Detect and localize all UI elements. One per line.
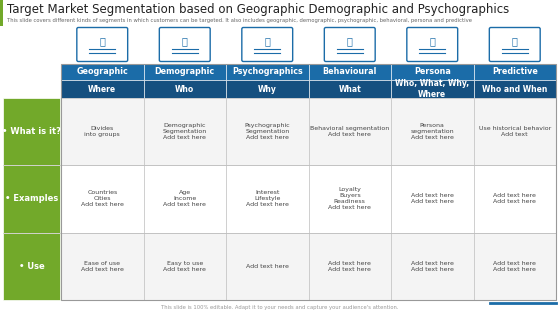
Text: Add text here
Add text here: Add text here Add text here — [411, 261, 454, 272]
Bar — [474, 64, 556, 80]
Bar — [226, 80, 309, 98]
Text: • What is it?: • What is it? — [2, 127, 61, 136]
Text: • Use: • Use — [18, 262, 44, 271]
Text: 👥: 👥 — [512, 36, 517, 46]
Text: 👥: 👥 — [182, 36, 188, 46]
Text: Who and When: Who and When — [482, 84, 548, 94]
Text: Persona: Persona — [414, 67, 451, 77]
Text: Add text here
Add text here: Add text here Add text here — [493, 193, 536, 204]
Bar — [226, 98, 309, 165]
Text: Behavioral segmentation
Add text here: Behavioral segmentation Add text here — [310, 126, 389, 137]
Text: Psychographic
Segmentation
Add text here: Psychographic Segmentation Add text here — [244, 123, 290, 140]
Bar — [61, 165, 143, 233]
Text: Ease of use
Add text here: Ease of use Add text here — [81, 261, 124, 272]
Text: Add text here
Add text here: Add text here Add text here — [411, 193, 454, 204]
Bar — [474, 165, 556, 233]
Bar — [391, 64, 474, 80]
Bar — [391, 233, 474, 300]
Text: Age
Income
Add text here: Age Income Add text here — [164, 191, 206, 208]
Text: 👥: 👥 — [430, 36, 435, 46]
Bar — [309, 64, 391, 80]
Text: Why: Why — [258, 84, 277, 94]
Text: Demographic
Segmentation
Add text here: Demographic Segmentation Add text here — [162, 123, 207, 140]
Text: This slide is 100% editable. Adapt it to your needs and capture your audience's : This slide is 100% editable. Adapt it to… — [161, 306, 399, 311]
FancyBboxPatch shape — [407, 27, 458, 61]
Text: Divides
into groups: Divides into groups — [85, 126, 120, 137]
Text: Geographic: Geographic — [76, 67, 128, 77]
Text: Persona
segmentation
Add text here: Persona segmentation Add text here — [410, 123, 454, 140]
Text: Use historical behavior
Add text: Use historical behavior Add text — [479, 126, 551, 137]
Bar — [3, 98, 60, 165]
Text: Who: Who — [175, 84, 194, 94]
Text: Easy to use
Add text here: Easy to use Add text here — [164, 261, 206, 272]
Text: Behavioural: Behavioural — [323, 67, 377, 77]
Text: Psychographics: Psychographics — [232, 67, 302, 77]
Bar — [309, 165, 391, 233]
Bar — [391, 98, 474, 165]
Bar — [61, 233, 143, 300]
Bar — [0, 0, 3, 26]
Bar — [143, 64, 226, 80]
Bar — [61, 98, 143, 165]
Text: 👥: 👥 — [264, 36, 270, 46]
Text: Add text here
Add text here: Add text here Add text here — [328, 261, 371, 272]
Text: Add text here
Add text here: Add text here Add text here — [493, 261, 536, 272]
FancyBboxPatch shape — [77, 27, 128, 61]
Bar — [474, 80, 556, 98]
Text: Add text here: Add text here — [246, 264, 289, 269]
Bar — [3, 165, 60, 233]
Text: Predictive: Predictive — [492, 67, 538, 77]
Text: Target Market Segmentation based on Geographic Demographic and Psychographics: Target Market Segmentation based on Geog… — [7, 3, 509, 16]
Bar — [143, 165, 226, 233]
Bar — [143, 98, 226, 165]
Bar — [474, 233, 556, 300]
Bar — [391, 165, 474, 233]
Bar — [226, 233, 309, 300]
Bar — [61, 64, 143, 80]
Text: Who, What, Why,
Where: Who, What, Why, Where — [395, 79, 469, 99]
Text: This slide covers different kinds of segments in which customers can be targeted: This slide covers different kinds of seg… — [7, 18, 472, 23]
Text: Where: Where — [88, 84, 116, 94]
Bar — [226, 165, 309, 233]
Bar — [143, 80, 226, 98]
Bar — [61, 80, 143, 98]
Bar — [61, 64, 556, 300]
Bar — [391, 80, 474, 98]
Text: Demographic: Demographic — [155, 67, 215, 77]
FancyBboxPatch shape — [324, 27, 375, 61]
Bar — [309, 233, 391, 300]
Bar — [143, 233, 226, 300]
Bar — [309, 80, 391, 98]
FancyBboxPatch shape — [489, 27, 540, 61]
FancyBboxPatch shape — [242, 27, 293, 61]
Bar — [309, 98, 391, 165]
Bar — [474, 98, 556, 165]
Text: What: What — [338, 84, 361, 94]
FancyBboxPatch shape — [160, 27, 210, 61]
Text: Interest
Lifestyle
Add text here: Interest Lifestyle Add text here — [246, 191, 289, 208]
Text: Countries
Cities
Add text here: Countries Cities Add text here — [81, 191, 124, 208]
Bar — [226, 64, 309, 80]
Text: Loyalty
Buyers
Readiness
Add text here: Loyalty Buyers Readiness Add text here — [328, 187, 371, 210]
Text: 👥: 👥 — [347, 36, 353, 46]
Text: • Examples: • Examples — [5, 194, 58, 203]
Text: 👥: 👥 — [99, 36, 105, 46]
Bar — [3, 233, 60, 300]
